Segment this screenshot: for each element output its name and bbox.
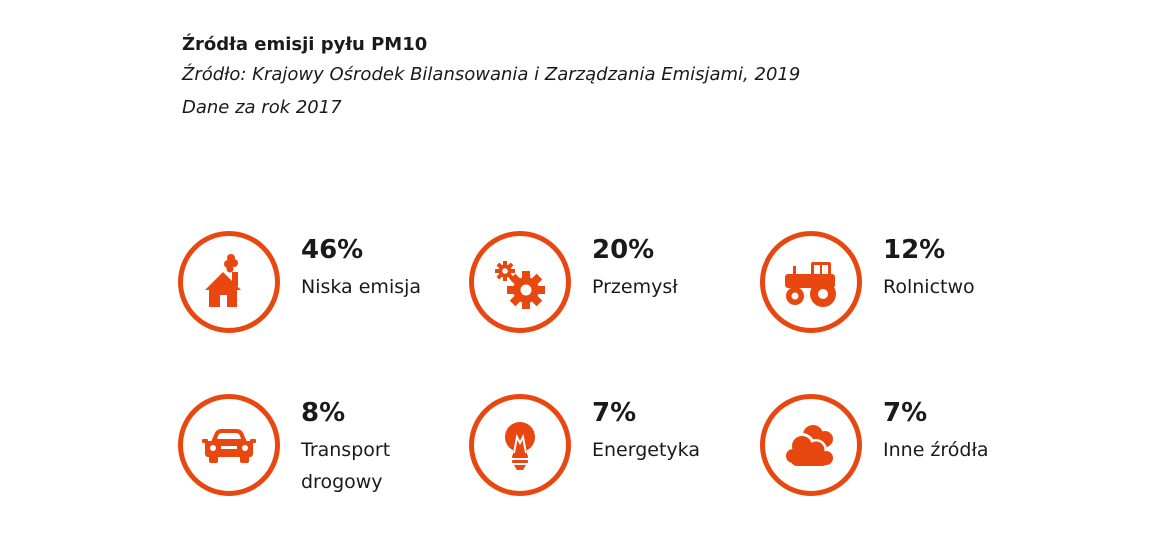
source-item-energetyka: 7% Energetyka <box>469 394 759 504</box>
icon-circle <box>469 231 571 333</box>
cloud-icon <box>782 425 836 469</box>
value-label: 46% <box>301 235 364 265</box>
house-smoke-icon <box>205 254 241 307</box>
source-item-inne-zrodla: 7% Inne źródła <box>760 394 1050 504</box>
icon-circle <box>760 231 862 333</box>
tractor-icon <box>785 262 836 307</box>
category-label: Rolnictwo <box>883 276 975 298</box>
chart-title: Źródła emisji pyłu PM10 <box>182 34 428 55</box>
chart-header: Źródła emisji pyłu PM10 Źródło: Krajowy … <box>182 32 800 124</box>
category-label: Przemysł <box>592 276 678 298</box>
gears-icon <box>495 261 545 309</box>
source-item-rolnictwo: 12% Rolnictwo <box>760 231 1050 341</box>
year-note: Dane za rok 2017 <box>182 97 342 118</box>
value-label: 7% <box>592 398 637 428</box>
category-label: Niska emisja <box>301 276 422 298</box>
category-label: Energetyka <box>592 439 700 461</box>
icon-circle <box>469 394 571 496</box>
icon-circle <box>760 394 862 496</box>
value-label: 20% <box>592 235 655 265</box>
lightbulb-icon <box>505 422 535 470</box>
source-item-transport-drogowy: 8% Transport drogowy <box>178 394 468 504</box>
icon-circle <box>178 394 280 496</box>
category-label: Transport drogowy <box>301 439 391 493</box>
source-item-przemysl: 20% Przemysł <box>469 231 759 341</box>
source-note: Źródło: Krajowy Ośrodek Bilansowania i Z… <box>182 64 801 85</box>
source-item-niska-emisja: 46% Niska emisja <box>178 231 468 341</box>
car-icon <box>202 429 256 463</box>
category-label: Inne źródła <box>883 439 989 461</box>
value-label: 12% <box>883 235 946 265</box>
icon-circle <box>178 231 280 333</box>
value-label: 8% <box>301 398 346 428</box>
value-label: 7% <box>883 398 928 428</box>
